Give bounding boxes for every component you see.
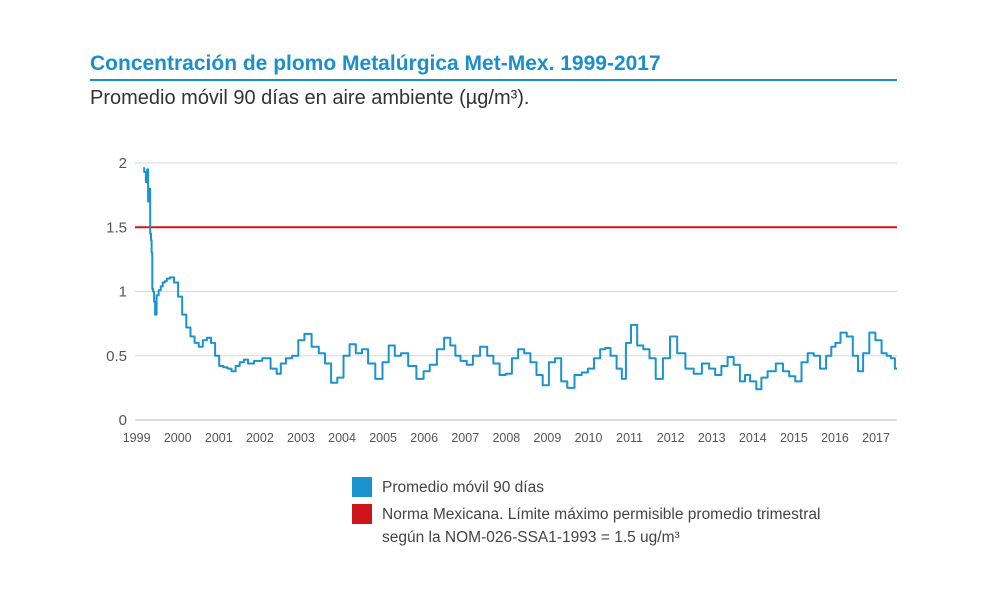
legend-label-series: Promedio móvil 90 días — [382, 479, 544, 496]
x-tick-label: 2004 — [328, 431, 356, 445]
x-tick-label: 2006 — [410, 431, 438, 445]
x-tick-label: 2016 — [821, 431, 849, 445]
y-tick-label: 1 — [119, 284, 127, 301]
legend-swatch-series — [352, 477, 372, 497]
x-tick-label: 2015 — [780, 431, 808, 445]
legend-label-limit-line1: Norma Mexicana. Límite máximo permisible… — [382, 506, 821, 523]
x-tick-label: 2012 — [657, 431, 685, 445]
y-tick-label: 1.5 — [106, 219, 127, 236]
x-tick-label: 2001 — [205, 431, 233, 445]
chart-title: Concentración de plomo Metalúrgica Met-M… — [90, 52, 661, 75]
chart-subtitle: Promedio móvil 90 días en aire ambiente … — [90, 87, 530, 109]
y-tick-label: 0.5 — [106, 348, 127, 365]
legend-label-limit: Norma Mexicana. Límite máximo permisible… — [382, 503, 820, 549]
title-underline — [90, 79, 897, 81]
y-tick-label: 0 — [119, 412, 127, 429]
x-tick-label: 2007 — [451, 431, 479, 445]
x-tick-label: 2002 — [246, 431, 274, 445]
legend: Promedio móvil 90 días Norma Mexicana. L… — [352, 476, 820, 553]
x-tick-label: 2017 — [862, 431, 890, 445]
legend-item-series: Promedio móvil 90 días — [352, 476, 820, 499]
series-line — [143, 167, 897, 391]
x-tick-label: 1999 — [123, 431, 151, 445]
x-tick-label: 2003 — [287, 431, 315, 445]
x-tick-label: 2010 — [575, 431, 603, 445]
x-tick-label: 2014 — [739, 431, 767, 445]
x-tick-label: 2005 — [369, 431, 397, 445]
x-tick-label: 2011 — [616, 431, 643, 445]
legend-item-limit: Norma Mexicana. Límite máximo permisible… — [352, 503, 820, 549]
x-tick-label: 2000 — [164, 431, 192, 445]
x-tick-label: 2008 — [492, 431, 520, 445]
legend-label-limit-line2: según la NOM-026-SSA1-1993 = 1.5 ug/m³ — [382, 529, 680, 546]
y-tick-label: 2 — [119, 155, 127, 172]
x-tick-label: 2009 — [534, 431, 562, 445]
x-tick-label: 2013 — [698, 431, 726, 445]
legend-swatch-limit — [352, 504, 372, 524]
